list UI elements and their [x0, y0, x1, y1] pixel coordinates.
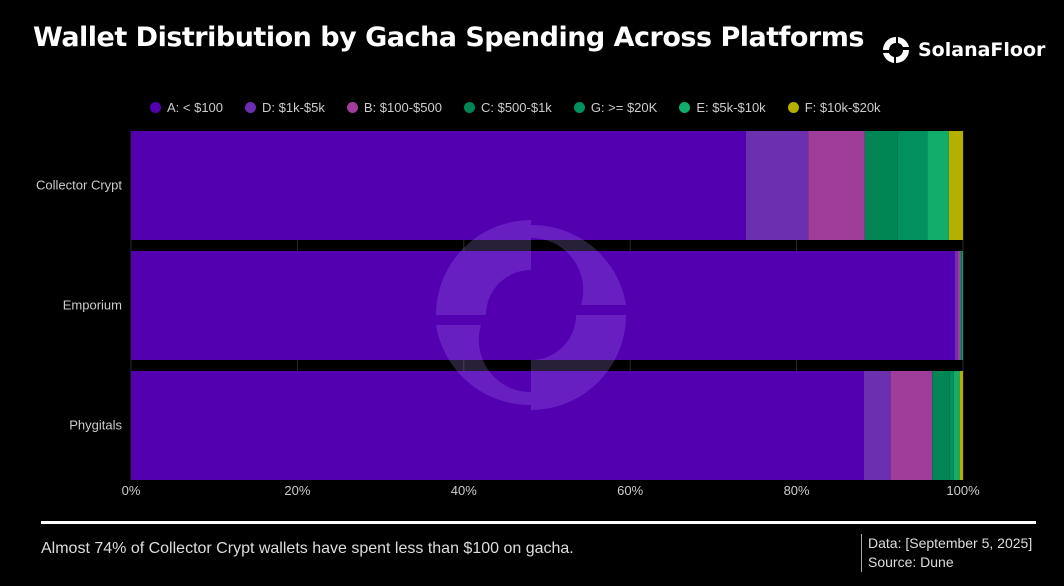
- legend: A: < $100 D: $1k-$5k B: $100-$500 C: $500-$…: [150, 100, 881, 115]
- bar-segment[interactable]: [954, 251, 959, 360]
- source-info: Data: [September 5, 2025] Source: Dune: [861, 534, 1032, 572]
- category-label: Phygitals: [69, 418, 122, 433]
- data-date: Data: [September 5, 2025]: [868, 535, 1033, 551]
- bar-segment[interactable]: [863, 371, 891, 480]
- x-tick-label: 100%: [946, 483, 980, 498]
- bar-segment[interactable]: [890, 371, 933, 480]
- bar-segment[interactable]: [864, 131, 898, 240]
- legend-item[interactable]: D: $1k-$5k: [245, 100, 325, 115]
- solanafloor-logo-icon: [883, 37, 909, 63]
- legend-item[interactable]: G: >= $20K: [573, 100, 658, 115]
- x-tick-label: 80%: [784, 483, 810, 498]
- bar-segment[interactable]: [808, 131, 865, 240]
- bar-segment[interactable]: [961, 251, 963, 360]
- bar-segment[interactable]: [131, 371, 864, 480]
- watermark-logo-icon: [436, 220, 626, 410]
- legend-item[interactable]: A: < $100: [150, 100, 223, 115]
- legend-label: C: $500-$1k: [480, 100, 552, 115]
- bar-segment[interactable]: [745, 131, 809, 240]
- legend-label: G: >= $20K: [590, 100, 658, 115]
- legend-swatch: [245, 102, 257, 113]
- legend-item[interactable]: F: $10k-$20k: [787, 100, 881, 115]
- bar-segment[interactable]: [948, 131, 963, 240]
- bar-segment[interactable]: [949, 371, 954, 480]
- footnote: Almost 74% of Collector Crypt wallets ha…: [41, 540, 574, 557]
- bar-segment[interactable]: [932, 371, 950, 480]
- legend-swatch: [679, 102, 691, 113]
- legend-swatch: [150, 102, 161, 113]
- legend-item[interactable]: B: $100-$500: [346, 100, 442, 115]
- legend-swatch: [463, 102, 475, 113]
- legend-label: B: $100-$500: [363, 100, 442, 115]
- legend-label: E: $5k-$10k: [696, 100, 766, 115]
- data-source: Source: Dune: [868, 554, 954, 570]
- legend-label: D: $1k-$5k: [262, 100, 325, 115]
- legend-swatch: [573, 102, 585, 113]
- chart-title: Wallet Distribution by Gacha Spending Ac…: [33, 22, 864, 53]
- bar-segment[interactable]: [131, 131, 746, 240]
- x-tick-label: 0%: [122, 483, 141, 498]
- bar-segment[interactable]: [959, 371, 963, 480]
- x-tick-label: 20%: [284, 483, 310, 498]
- category-label: Emporium: [63, 298, 122, 313]
- legend-swatch: [787, 102, 799, 113]
- bar-segment[interactable]: [960, 251, 962, 360]
- brand-logo: SolanaFloor: [880, 34, 1045, 66]
- bar-segment[interactable]: [927, 131, 949, 240]
- bar-segment[interactable]: [953, 371, 960, 480]
- legend-item[interactable]: E: $5k-$10k: [679, 100, 766, 115]
- chart-area: 0% 20% 40% 60% 80% 100% Collector Crypt Emporiu…: [36, 131, 980, 498]
- bar-segment[interactable]: [897, 131, 928, 240]
- legend-swatch: [346, 102, 358, 113]
- bar-segment[interactable]: [958, 251, 961, 360]
- divider: [41, 521, 1036, 524]
- legend-item[interactable]: C: $500-$1k: [463, 100, 552, 115]
- legend-label: F: $10k-$20k: [804, 100, 881, 115]
- category-label: Collector Crypt: [36, 178, 122, 193]
- x-tick-label: 60%: [617, 483, 643, 498]
- bar-segment[interactable]: [131, 251, 955, 360]
- bar-segment[interactable]: [962, 251, 963, 360]
- legend-label: A: < $100: [167, 100, 224, 115]
- x-tick-label: 40%: [451, 483, 477, 498]
- brand-name: SolanaFloor: [918, 39, 1046, 61]
